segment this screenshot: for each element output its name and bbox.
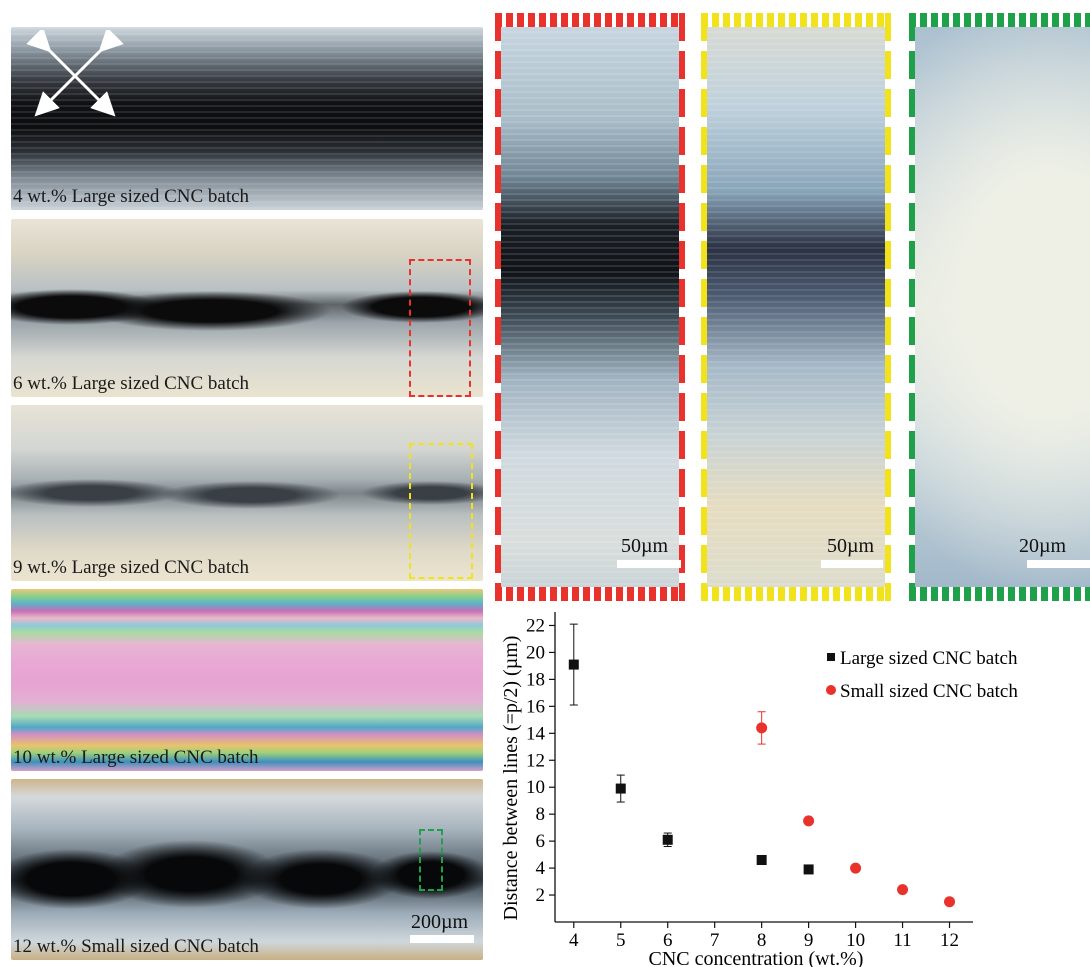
crossed-polarizers-icon [26, 30, 124, 117]
legend-label: Large sized CNC batch [840, 648, 1018, 669]
y-tick-label: 2 [536, 885, 546, 906]
chart-points [568, 623, 956, 908]
y-tick-label: 18 [526, 669, 545, 690]
x-tick-label: 7 [710, 930, 720, 951]
x-axis-label: CNC concentration (wt.%) [649, 948, 864, 967]
data-point-large [662, 834, 673, 845]
dashed-border [679, 13, 685, 601]
y-tick-label: 10 [526, 777, 545, 798]
dashed-border [495, 587, 685, 601]
dashed-border [495, 13, 501, 601]
x-tick-label: 5 [616, 930, 626, 951]
data-point-large [756, 855, 767, 865]
scalebar-yellow [821, 560, 883, 568]
legend-marker-large [827, 653, 835, 661]
y-axis-label: Distance between lines (=p/2) (µm) [500, 636, 522, 921]
y-tick-label: 6 [536, 831, 546, 852]
dashed-border [885, 13, 891, 601]
panel-caption: 12 wt.% Small sized CNC batch [13, 936, 259, 957]
panel-caption: 10 wt.% Large sized CNC batch [13, 747, 259, 768]
legend-marker-small [826, 685, 836, 695]
x-tick-label: 6 [663, 930, 673, 951]
y-tick-label: 14 [526, 723, 546, 744]
data-point-large [568, 659, 579, 670]
x-tick-label: 10 [846, 930, 865, 951]
spacing-vs-concentration-chart: 4 5 6 7 8 9 10 11 12 2 4 6 8 10 12 14 16 18 20 22 Large siz… [500, 612, 1018, 967]
y-tick-label: 8 [536, 804, 546, 825]
x-tick-label: 11 [893, 930, 911, 951]
dashed-border [909, 13, 1090, 27]
panel-caption: 4 wt.% Large sized CNC batch [13, 186, 250, 207]
data-point-large [615, 783, 626, 794]
yellow-roi-box [409, 443, 473, 579]
scalebar-label-red: 50µm [621, 535, 669, 557]
dashed-border [701, 13, 707, 601]
data-point-large [803, 864, 814, 875]
panel-caption: 6 wt.% Large sized CNC batch [13, 373, 250, 394]
x-tick-label: 9 [804, 930, 814, 951]
chart-axes: 4 5 6 7 8 9 10 11 12 2 4 6 8 10 12 14 16 18 20 22 [526, 612, 973, 951]
zoom-inset-red: 50µm [495, 13, 685, 601]
y-tick-label: 22 [526, 615, 545, 636]
micrograph-12wt-small: 200µm 12 wt.% Small sized CNC batch [11, 779, 483, 960]
data-point-small [756, 722, 768, 734]
y-tick-label: 12 [526, 750, 545, 771]
micrograph-6wt-large: 6 wt.% Large sized CNC batch [11, 219, 483, 397]
dashed-border [701, 13, 891, 27]
scalebar-green [1027, 560, 1090, 568]
x-tick-label: 8 [757, 930, 767, 951]
dashed-border [909, 587, 1090, 601]
x-tick-label: 4 [569, 930, 579, 951]
data-point-small [803, 815, 815, 827]
legend-label: Small sized CNC batch [840, 681, 1018, 702]
scalebar-label-yellow: 50µm [827, 535, 875, 557]
green-roi-box [419, 829, 443, 891]
chart-legend: Large sized CNC batch Small sized CNC bat… [826, 648, 1018, 702]
panel-caption: 9 wt.% Large sized CNC batch [13, 557, 250, 578]
zoom-inset-green: 20µm [909, 13, 1090, 601]
data-point-small [897, 884, 909, 896]
dashed-border [495, 13, 685, 27]
y-tick-label: 4 [536, 858, 546, 879]
scalebar-main [410, 935, 474, 943]
dashed-border [701, 587, 891, 601]
y-tick-label: 20 [526, 642, 545, 663]
data-point-small [850, 862, 862, 874]
zoom-inset-yellow: 50µm [701, 13, 891, 601]
dashed-border [909, 13, 915, 601]
scalebar-label-main: 200µm [411, 911, 469, 933]
scalebar-label-green: 20µm [1019, 535, 1067, 557]
data-point-small [944, 896, 956, 908]
red-roi-box [409, 259, 471, 397]
micrograph-10wt-large: 10 wt.% Large sized CNC batch [11, 589, 483, 771]
micrograph-4wt-large: 4 wt.% Large sized CNC batch [11, 27, 483, 210]
x-tick-label: 12 [940, 930, 959, 951]
scalebar-red [617, 560, 681, 568]
micrograph-9wt-large: 9 wt.% Large sized CNC batch [11, 405, 483, 581]
y-tick-label: 16 [526, 696, 545, 717]
